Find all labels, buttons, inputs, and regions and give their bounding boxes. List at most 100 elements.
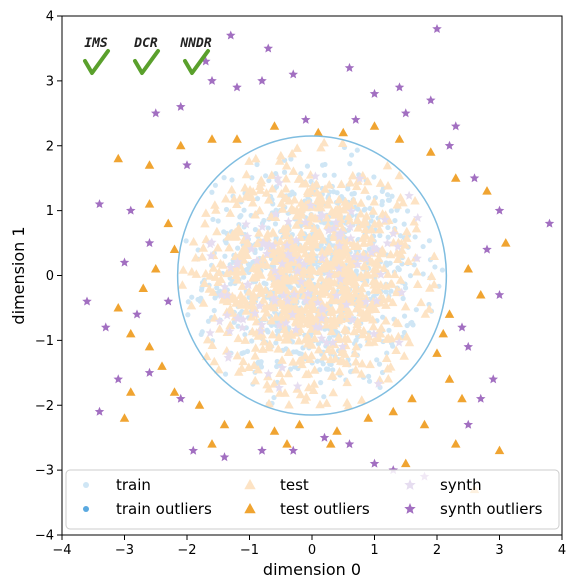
x-tick-label: 2: [433, 543, 441, 558]
data-point: [182, 160, 192, 170]
data-point: [400, 108, 411, 118]
data-point: [232, 134, 242, 143]
data-point: [393, 254, 403, 263]
data-point: [254, 205, 265, 215]
data-point: [270, 265, 280, 275]
data-point: [233, 333, 243, 343]
data-point: [407, 393, 417, 403]
data-point: [254, 161, 260, 168]
data-point: [283, 368, 294, 378]
data-point: [205, 328, 215, 338]
data-point: [317, 303, 327, 313]
data-point: [388, 237, 399, 247]
data-point: [232, 257, 243, 267]
data-point: [357, 300, 368, 309]
data-point: [282, 286, 292, 295]
legend-label: train outliers: [116, 500, 212, 518]
data-point: [240, 183, 250, 192]
data-point: [325, 354, 336, 364]
data-point: [444, 309, 455, 318]
data-point: [263, 43, 274, 53]
data-point: [326, 295, 337, 304]
data-point: [351, 357, 361, 366]
data-point: [401, 221, 407, 227]
data-point: [344, 439, 355, 449]
x-tick-label: −4: [52, 543, 71, 558]
data-point: [309, 223, 320, 233]
data-point: [303, 368, 314, 378]
data-point: [334, 366, 345, 376]
data-point: [379, 263, 389, 273]
data-point: [404, 337, 415, 347]
data-point: [323, 275, 334, 285]
legend-marker: [244, 503, 256, 514]
boundary-circle: [176, 135, 448, 416]
data-point: [494, 289, 505, 300]
data-point: [262, 248, 272, 258]
data-point: [309, 379, 319, 388]
data-point: [282, 240, 292, 250]
data-point: [323, 261, 333, 271]
data-point: [356, 289, 367, 298]
data-point: [271, 209, 281, 219]
data-point: [151, 264, 161, 273]
data-point: [241, 274, 247, 280]
data-point: [284, 196, 294, 205]
x-tick-label: −1: [240, 543, 259, 558]
data-point: [222, 268, 232, 278]
data-point: [225, 262, 236, 272]
data-point: [374, 253, 384, 263]
x-tick-label: 4: [558, 543, 566, 558]
data-point: [284, 400, 294, 409]
data-point: [204, 284, 215, 293]
data-point: [337, 259, 348, 269]
data-point: [381, 315, 391, 325]
data-point: [300, 114, 311, 124]
x-tick-label: 3: [495, 543, 503, 558]
data-point: [296, 305, 307, 314]
data-point: [412, 267, 422, 276]
data-point: [269, 426, 280, 435]
data-point: [305, 277, 315, 286]
data-point: [214, 285, 220, 291]
data-point: [321, 394, 327, 400]
y-tick-label: −2: [35, 399, 54, 414]
data-point: [383, 333, 394, 342]
data-point: [288, 156, 294, 162]
data-point: [426, 238, 433, 244]
data-point: [317, 253, 328, 263]
data-point: [360, 224, 371, 234]
data-point: [450, 121, 461, 131]
data-point: [250, 343, 261, 352]
data-point: [244, 156, 254, 165]
data-point: [366, 373, 372, 379]
data-point: [289, 285, 299, 295]
data-point: [369, 329, 379, 339]
data-point: [210, 216, 216, 223]
data-point: [330, 189, 337, 195]
data-point: [289, 289, 299, 299]
data-point: [205, 271, 215, 280]
data-point: [368, 276, 378, 286]
data-point: [373, 285, 384, 294]
data-point: [463, 264, 473, 273]
data-point: [308, 283, 319, 292]
data-point: [391, 317, 401, 326]
data-point: [282, 439, 292, 448]
data-point: [451, 173, 461, 182]
data-point: [222, 327, 233, 337]
data-point: [369, 88, 380, 98]
data-point: [482, 244, 492, 254]
data-point: [209, 356, 220, 366]
data-point: [347, 314, 357, 324]
data-point: [364, 337, 374, 347]
data-point: [222, 290, 233, 300]
data-point: [207, 237, 217, 247]
data-point: [277, 204, 288, 213]
data-point: [429, 251, 439, 260]
data-point: [144, 367, 155, 377]
data-point: [335, 274, 346, 284]
data-point: [119, 257, 130, 267]
data-point: [334, 263, 344, 273]
data-point: [190, 253, 201, 262]
